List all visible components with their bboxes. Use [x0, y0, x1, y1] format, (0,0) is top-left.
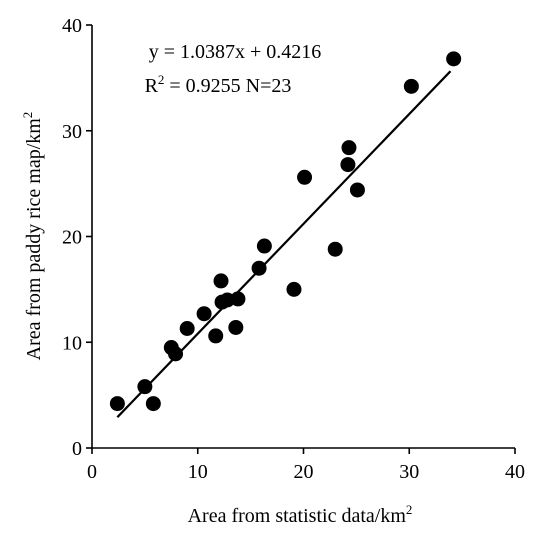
regression-line [116, 70, 452, 418]
y-tick-label: 20 [62, 227, 82, 249]
data-point [109, 396, 125, 412]
data-point [179, 321, 195, 337]
data-point [208, 328, 224, 344]
r-squared-text: R2 = 0.9255 N=23 [145, 72, 292, 97]
fit-line-group [116, 70, 452, 418]
data-point [286, 281, 302, 297]
y-tick-label: 30 [62, 121, 82, 143]
y-tick-label: 10 [62, 332, 82, 354]
x-axis-title-text: Area from statistic data/km [188, 505, 407, 527]
data-point [168, 346, 184, 362]
x-tick-label: 0 [87, 461, 97, 483]
data-point [297, 169, 313, 185]
data-point [230, 291, 246, 307]
data-points [109, 51, 462, 412]
y-axis-title-superscript: 2 [20, 112, 35, 119]
data-point [327, 241, 343, 257]
data-point [228, 319, 244, 335]
y-tick-label: 0 [72, 438, 82, 460]
data-point [349, 182, 365, 198]
r-squared-label: R [145, 75, 159, 97]
data-point [340, 157, 356, 173]
r-squared-value: = 0.9255 N=23 [164, 75, 291, 97]
ticks [86, 24, 516, 454]
x-axis-title: Area from statistic data/km2 [188, 502, 413, 527]
y-tick-label: 40 [62, 15, 82, 37]
r-squared-superscript: 2 [158, 72, 165, 87]
data-point [256, 238, 272, 254]
data-point [213, 273, 229, 289]
tick-labels: 0 10 20 30 40 0 10 20 30 40 [62, 15, 525, 483]
x-tick-label: 20 [294, 461, 314, 483]
data-point [145, 396, 161, 412]
x-tick-label: 40 [505, 461, 525, 483]
equation-text: y = 1.0387x + 0.4216 [149, 41, 322, 63]
data-point [341, 140, 357, 156]
data-point [196, 306, 212, 322]
y-axis-title: Area from paddy rice map/km2 [20, 112, 45, 361]
x-tick-label: 30 [399, 461, 419, 483]
y-axis-title-text: Area from paddy rice map/km [23, 118, 45, 361]
data-point [137, 379, 153, 395]
data-point [403, 78, 419, 94]
data-point [251, 260, 267, 276]
regression-annotation: y = 1.0387x + 0.4216 R2 = 0.9255 N=23 [145, 41, 322, 97]
data-point [446, 51, 462, 67]
x-tick-label: 10 [188, 461, 208, 483]
x-axis-title-superscript: 2 [406, 502, 413, 517]
